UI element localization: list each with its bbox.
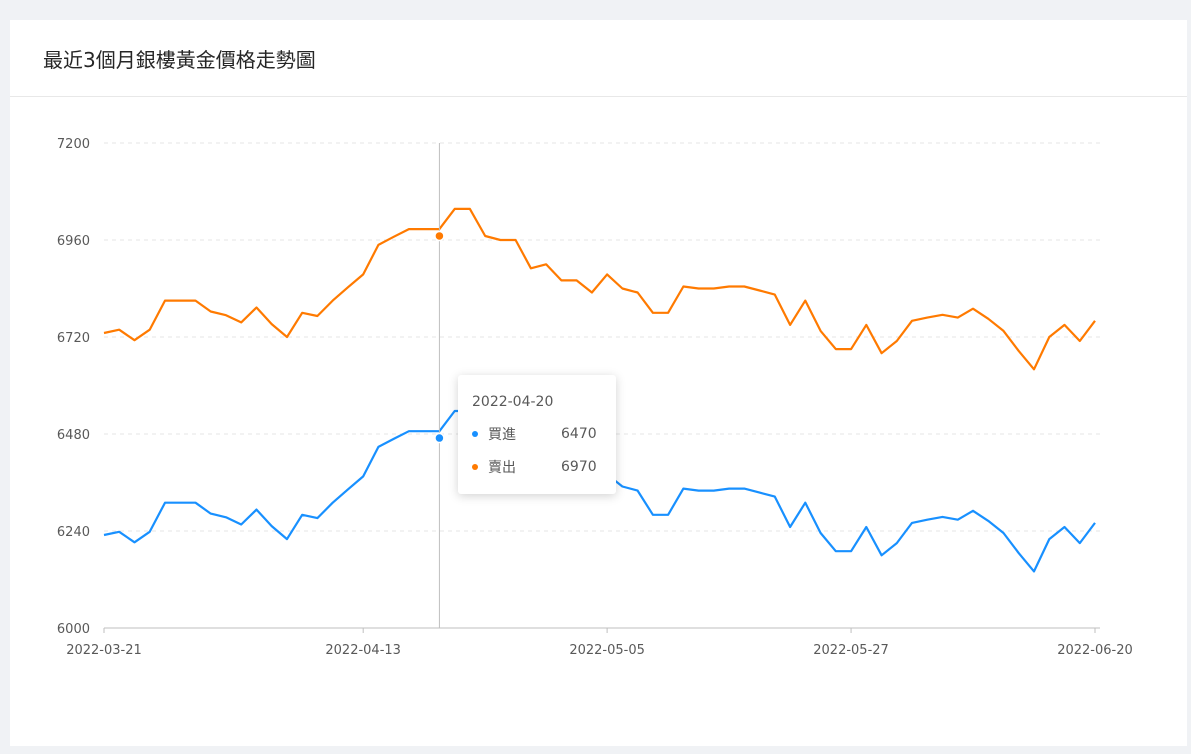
hover-point [434,432,445,444]
tooltip-buy-name: 買進 [488,426,516,443]
tooltip-buy-value: 6470 [561,425,597,442]
y-tick-label: 6960 [57,234,90,249]
card-header: 最近3個月銀樓黃金價格走勢圖 [10,20,1187,97]
y-tick-label: 6720 [57,331,90,346]
chart-tooltip: 2022-04-20 買進 6470 賣出 6970 [458,375,616,494]
tooltip-buy-dot-icon [472,430,478,437]
y-tick-label: 6480 [57,428,90,443]
x-tick-label: 2022-03-21 [66,643,142,658]
x-tick-label: 2022-05-05 [569,643,645,658]
y-tick-label: 7200 [57,137,90,152]
y-axis: 6000 6240 6480 6720 6960 7200 [57,137,90,637]
y-tick-label: 6240 [57,525,90,540]
card-title: 最近3個月銀樓黃金價格走勢圖 [43,47,316,72]
tooltip-sell-value: 6970 [561,458,597,475]
x-tick-label: 2022-05-27 [813,643,889,658]
y-tick-label: 6000 [57,622,90,637]
x-tick-label: 2022-04-13 [325,643,401,658]
hover-indicator [434,143,445,628]
tooltip-date: 2022-04-20 [472,394,554,410]
chart-card: 最近3個月銀樓黃金價格走勢圖 6000 6240 6480 6720 6960 7200 … [10,20,1187,746]
x-tick-label: 2022-06-20 [1057,643,1133,658]
hover-point [434,230,445,242]
x-axis: 2022-03-21 2022-04-13 2022-05-05 2022-05-27… [66,627,1133,658]
tooltip-sell-dot-icon [472,463,478,470]
tooltip-sell-name: 賣出 [488,459,516,476]
tooltip-row-buy: 買進 6470 [472,423,602,444]
tooltip-row-sell: 賣出 6970 [472,456,602,477]
series-line [103,207,1096,371]
